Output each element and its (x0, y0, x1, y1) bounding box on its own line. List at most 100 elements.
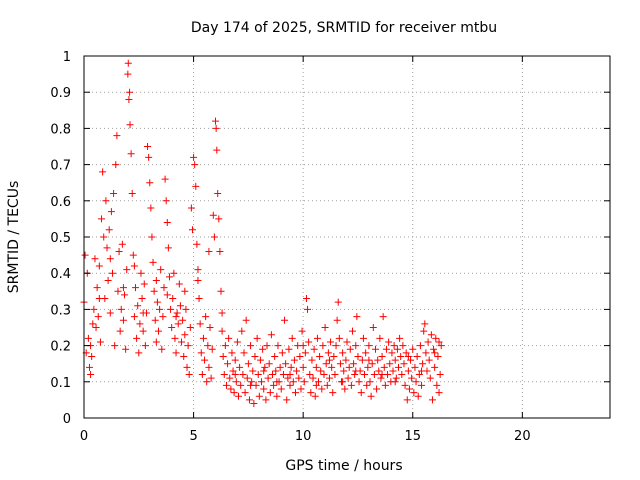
data-point (150, 287, 158, 295)
data-point (323, 381, 331, 389)
data-point (192, 182, 200, 190)
data-point (286, 381, 294, 389)
data-point (374, 356, 382, 364)
data-point (103, 244, 111, 252)
data-point (117, 305, 125, 313)
data-point (402, 349, 410, 357)
data-point (193, 240, 201, 248)
data-point (393, 345, 401, 353)
data-point (378, 371, 386, 379)
data-point (333, 316, 341, 324)
data-point (425, 356, 433, 364)
axis-ticks (83, 55, 610, 419)
data-point (165, 273, 173, 281)
data-point (436, 371, 444, 379)
data-point (156, 305, 164, 313)
y-tick-label: 0.5 (50, 231, 71, 246)
data-point (140, 280, 148, 288)
data-point (351, 371, 359, 379)
data-point (398, 371, 406, 379)
data-point (207, 374, 215, 382)
data-point (424, 338, 432, 346)
data-point (231, 371, 239, 379)
data-point (242, 316, 250, 324)
data-point (250, 400, 258, 408)
data-point (373, 385, 381, 393)
data-point (182, 305, 190, 313)
data-point (418, 367, 426, 375)
data-point (218, 309, 226, 317)
data-point (422, 349, 430, 357)
data-point (411, 363, 419, 371)
data-point (179, 316, 187, 324)
data-point (151, 316, 159, 324)
data-point (184, 342, 192, 350)
data-point (113, 132, 121, 140)
data-point (231, 356, 239, 364)
data-point (130, 262, 138, 270)
data-point (339, 349, 347, 357)
y-tick-label: 0.7 (50, 159, 71, 174)
data-point (221, 342, 229, 350)
data-point (412, 378, 420, 386)
data-point (306, 371, 314, 379)
data-point (135, 349, 143, 357)
data-point (386, 360, 394, 368)
data-point (266, 389, 274, 397)
data-point (281, 316, 289, 324)
data-point (188, 226, 196, 234)
data-point (362, 349, 370, 357)
data-point (160, 284, 168, 292)
x-tick-label: 0 (80, 429, 88, 444)
data-point (167, 305, 175, 313)
data-point (254, 371, 262, 379)
data-point (340, 367, 348, 375)
data-point (218, 327, 226, 335)
data-point (382, 345, 390, 353)
data-point (305, 338, 313, 346)
data-point (168, 324, 176, 331)
data-point (87, 371, 95, 379)
data-point (348, 327, 356, 335)
data-point (161, 175, 169, 183)
data-point (290, 356, 298, 364)
data-point (335, 334, 343, 342)
data-point (426, 374, 434, 382)
data-point (365, 342, 373, 350)
data-point (375, 367, 383, 375)
data-point (180, 352, 188, 360)
data-point (95, 295, 103, 303)
data-point (102, 197, 110, 205)
data-point (267, 331, 275, 339)
y-tick-label: 0 (63, 412, 71, 427)
data-point (238, 327, 246, 335)
data-point (146, 179, 154, 187)
data-point (245, 396, 253, 404)
data-point (388, 349, 396, 357)
data-point (304, 305, 312, 313)
data-point (232, 378, 240, 386)
data-point (432, 334, 440, 342)
y-tick-label: 0.6 (50, 195, 71, 210)
data-point (204, 342, 212, 350)
data-point (251, 352, 259, 360)
data-point (90, 305, 98, 313)
x-tick-label: 20 (514, 429, 531, 444)
data-point (176, 302, 184, 310)
data-point (307, 389, 315, 397)
data-point (94, 313, 102, 321)
data-point (139, 327, 147, 335)
data-point (112, 161, 120, 169)
data-point (106, 255, 114, 263)
data-point (327, 338, 335, 346)
data-point (312, 363, 320, 371)
data-point (414, 392, 422, 400)
data-point (258, 378, 266, 386)
data-point (430, 345, 438, 353)
data-point (210, 233, 218, 241)
data-point (191, 161, 199, 169)
data-point (272, 367, 280, 375)
data-point (162, 197, 170, 205)
data-point (418, 381, 426, 389)
data-point (300, 378, 308, 386)
